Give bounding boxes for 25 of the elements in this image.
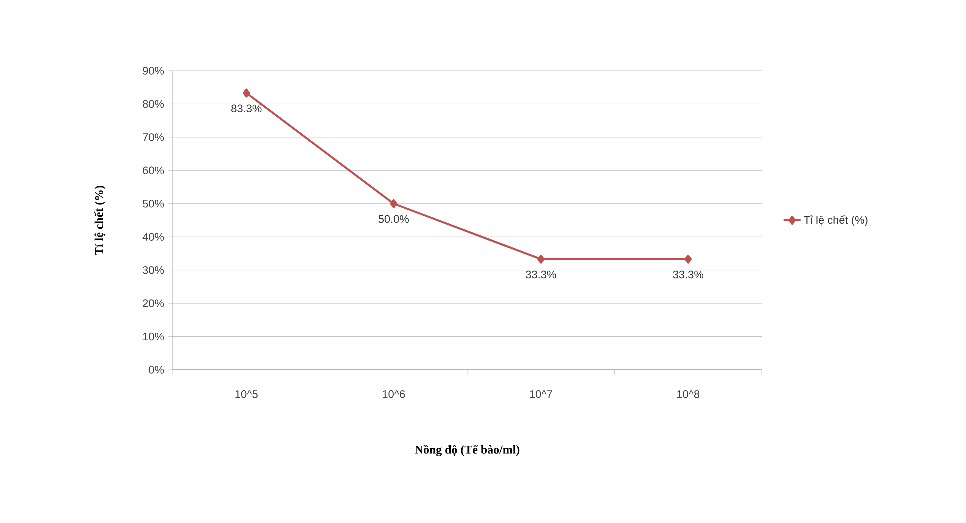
y-tick-label: 90% <box>143 67 164 75</box>
y-tick-label: 0% <box>149 366 164 374</box>
y-tick-label: 20% <box>143 300 164 308</box>
legend-label: Tỉ lệ chết (%) <box>804 216 868 226</box>
x-tick-label: 10^7 <box>530 390 552 398</box>
data-label: 33.3% <box>526 270 556 279</box>
x-axis-title: Nồng độ (Tế bào/ml) <box>415 445 520 456</box>
x-tick-label: 10^8 <box>677 390 700 398</box>
y-tick-label: 60% <box>143 166 164 175</box>
point <box>243 88 250 98</box>
y-tick-label: 40% <box>142 233 164 241</box>
y-tick-label: 70% <box>143 134 164 142</box>
y-tick-label: 80% <box>143 100 164 108</box>
x-tick-label: 10^5 <box>236 390 258 398</box>
y-tick-label: 30% <box>142 266 164 274</box>
y-tick-label: 50% <box>142 200 164 208</box>
data-label: 83.3% <box>232 104 262 113</box>
point <box>538 254 545 264</box>
x-tick-label: 10^6 <box>383 390 406 398</box>
point <box>390 199 398 208</box>
point <box>684 254 692 264</box>
data-label: 33.3% <box>673 270 704 279</box>
y-axis-title: Tỉ lệ chết (%) <box>94 186 106 256</box>
data-label: 50.0% <box>378 215 410 224</box>
y-tick-label: 10% <box>143 332 164 341</box>
